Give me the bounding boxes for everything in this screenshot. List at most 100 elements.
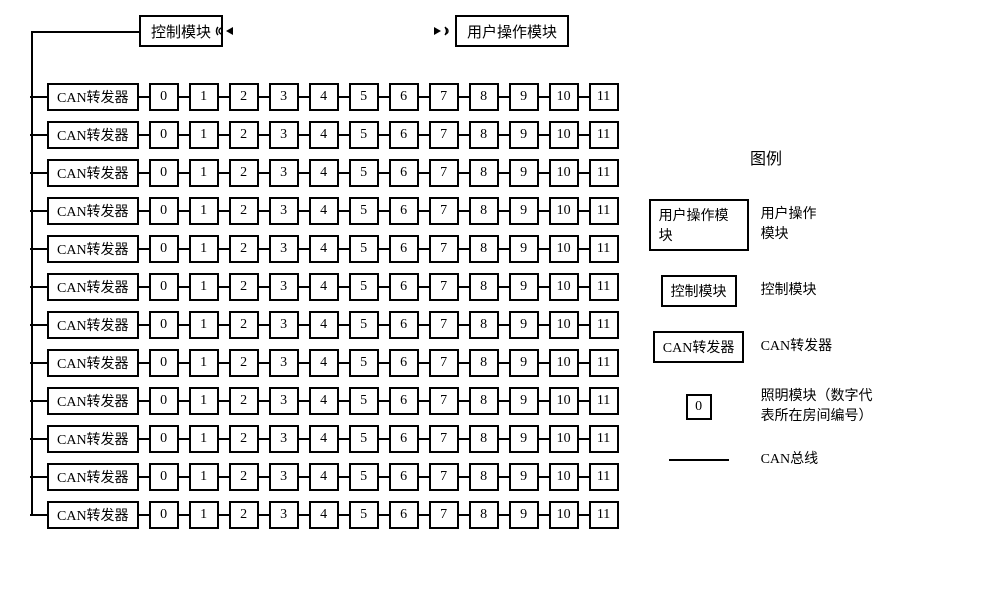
row-stub-line — [30, 438, 47, 440]
bus-link — [339, 134, 349, 136]
lighting-node: 11 — [589, 311, 619, 339]
lighting-node: 10 — [549, 83, 579, 111]
legend-title: 图例 — [649, 145, 884, 169]
bus-link — [459, 96, 469, 98]
bus-link — [459, 134, 469, 136]
bus-link — [459, 400, 469, 402]
lighting-node: 0 — [149, 197, 179, 225]
bus-link — [139, 362, 149, 364]
lighting-node: 10 — [549, 121, 579, 149]
lighting-node: 8 — [469, 273, 499, 301]
bus-link — [539, 210, 549, 212]
lighting-node: 10 — [549, 501, 579, 529]
bus-link — [259, 476, 269, 478]
bus-link — [499, 248, 509, 250]
bus-link — [299, 476, 309, 478]
lighting-node: 0 — [149, 425, 179, 453]
legend-symbol: CAN转发器 — [649, 331, 749, 363]
grid-row: CAN转发器01234567891011 — [15, 83, 619, 111]
bus-link — [379, 134, 389, 136]
bus-link — [499, 172, 509, 174]
bus-link — [539, 514, 549, 516]
lighting-node: 0 — [149, 501, 179, 529]
lighting-node: 9 — [509, 121, 539, 149]
lighting-node: 6 — [389, 349, 419, 377]
lighting-node: 0 — [149, 235, 179, 263]
row-stub-line — [30, 248, 47, 250]
lighting-node: 1 — [189, 501, 219, 529]
bus-link — [179, 172, 189, 174]
lighting-node: 3 — [269, 311, 299, 339]
lighting-node: 0 — [149, 463, 179, 491]
bus-link — [339, 248, 349, 250]
legend-item: 用户操作模块用户操作 模块 — [649, 199, 884, 251]
lighting-node: 10 — [549, 425, 579, 453]
lighting-node: 11 — [589, 235, 619, 263]
bus-link — [499, 324, 509, 326]
bus-link — [419, 476, 429, 478]
bus-link — [379, 248, 389, 250]
lighting-node: 2 — [229, 159, 259, 187]
bus-link — [579, 210, 589, 212]
bus-link — [139, 134, 149, 136]
bus-link — [419, 324, 429, 326]
lighting-node: 11 — [589, 501, 619, 529]
lighting-node: 7 — [429, 235, 459, 263]
lighting-node: 3 — [269, 273, 299, 301]
bus-link — [339, 362, 349, 364]
lighting-node: 3 — [269, 235, 299, 263]
lighting-node: 3 — [269, 501, 299, 529]
lighting-node: 3 — [269, 387, 299, 415]
bus-link — [179, 134, 189, 136]
bus-link — [539, 134, 549, 136]
lighting-node: 2 — [229, 501, 259, 529]
bus-link — [299, 514, 309, 516]
legend-item: CAN转发器CAN转发器 — [649, 331, 884, 363]
bus-link — [139, 248, 149, 250]
bus-link — [139, 210, 149, 212]
bus-link — [379, 172, 389, 174]
lighting-node: 6 — [389, 463, 419, 491]
lighting-node: 9 — [509, 197, 539, 225]
lighting-node: 7 — [429, 121, 459, 149]
lighting-node: 7 — [429, 83, 459, 111]
lighting-node: 3 — [269, 159, 299, 187]
bus-link — [579, 324, 589, 326]
lighting-node: 5 — [349, 235, 379, 263]
bus-link — [499, 400, 509, 402]
bus-link — [539, 438, 549, 440]
row-stub-line — [30, 400, 47, 402]
lighting-node: 1 — [189, 387, 219, 415]
lighting-node: 10 — [549, 273, 579, 301]
grid-row: CAN转发器01234567891011 — [15, 197, 619, 225]
bus-link — [339, 96, 349, 98]
can-repeater-box: CAN转发器 — [47, 387, 139, 415]
lighting-node: 2 — [229, 349, 259, 377]
bus-link — [419, 210, 429, 212]
bus-link — [539, 324, 549, 326]
legend-symbol: 控制模块 — [649, 275, 749, 307]
bus-link — [299, 248, 309, 250]
legend-desc: 控制模块 — [761, 281, 817, 301]
bus-link — [259, 172, 269, 174]
bus-link — [339, 172, 349, 174]
lighting-node: 11 — [589, 159, 619, 187]
lighting-node: 3 — [269, 349, 299, 377]
lighting-node: 3 — [269, 197, 299, 225]
row-stub-line — [30, 514, 47, 516]
bus-link — [299, 324, 309, 326]
lighting-node: 9 — [509, 235, 539, 263]
bus-link — [499, 210, 509, 212]
bus-link — [419, 248, 429, 250]
lighting-node: 4 — [309, 121, 339, 149]
bus-link — [299, 134, 309, 136]
bus-link — [499, 134, 509, 136]
bus-link — [139, 324, 149, 326]
lighting-node: 3 — [269, 463, 299, 491]
grid-row: CAN转发器01234567891011 — [15, 235, 619, 263]
can-repeater-box: CAN转发器 — [47, 197, 139, 225]
bus-link — [579, 172, 589, 174]
bus-link — [179, 248, 189, 250]
can-repeater-box: CAN转发器 — [47, 311, 139, 339]
lighting-node: 10 — [549, 463, 579, 491]
